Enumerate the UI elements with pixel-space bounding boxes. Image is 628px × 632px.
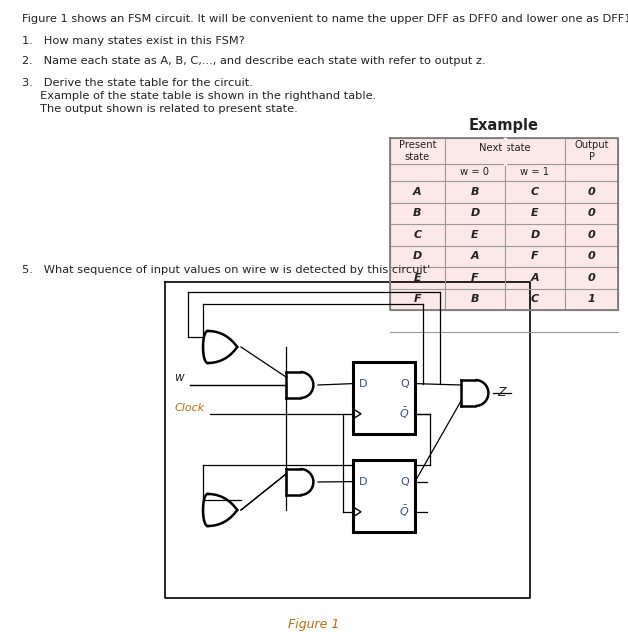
Text: C: C [413,230,421,240]
Bar [353,460,415,532]
Text: D: D [531,230,539,240]
Text: 0: 0 [588,252,595,261]
Text: C: C [531,186,539,197]
Text: D: D [359,477,367,487]
Text: w = 0: w = 0 [460,167,489,177]
Text: Example of the state table is shown in the righthand table.: Example of the state table is shown in t… [22,91,376,101]
Text: 5.   What sequence of input values on wire w is detected by this circuit': 5. What sequence of input values on wire… [22,265,430,275]
Text: 0: 0 [588,186,595,197]
Text: F: F [471,273,479,283]
Text: 1: 1 [588,295,595,304]
Text: D: D [413,252,422,261]
Text: F: F [531,252,539,261]
Text: 0: 0 [588,209,595,218]
Text: Q: Q [400,379,409,389]
Text: Q: Q [400,477,409,487]
Text: E: E [471,230,479,240]
Text: 0: 0 [588,230,595,240]
Text: Z: Z [497,387,506,399]
Text: B: B [471,295,479,304]
Text: B: B [413,209,422,218]
Text: $\bar{Q}$: $\bar{Q}$ [399,406,409,422]
Text: D: D [470,209,480,218]
Text: C: C [531,295,539,304]
Text: 1.   How many states exist in this FSM?: 1. How many states exist in this FSM? [22,36,245,46]
Text: A: A [413,186,422,197]
Text: B: B [471,186,479,197]
Text: 3.   Derive the state table for the circuit.: 3. Derive the state table for the circui… [22,78,253,88]
Text: E: E [414,273,421,283]
Bar [353,362,415,434]
Text: Clock: Clock [175,403,205,413]
Text: The output shown is related to present state.: The output shown is related to present s… [22,104,298,114]
Text: Present
state: Present state [399,140,436,162]
Bar [390,138,618,310]
Text: A: A [531,273,539,283]
Text: w: w [175,371,185,384]
Text: Example: Example [469,118,539,133]
Text: $\bar{Q}$: $\bar{Q}$ [399,504,409,520]
Text: A: A [471,252,479,261]
Text: F: F [414,295,421,304]
Text: 0: 0 [588,273,595,283]
Text: Output
P: Output P [574,140,609,162]
Text: 2.   Name each state as A, B, C,..., and describe each state with refer to outpu: 2. Name each state as A, B, C,..., and d… [22,56,485,66]
Text: E: E [531,209,539,218]
Text: Next state: Next state [479,143,531,153]
Text: D: D [359,379,367,389]
Text: Figure 1 shows an FSM circuit. It will be convenient to name the upper DFF as DF: Figure 1 shows an FSM circuit. It will b… [22,14,628,24]
Text: w = 1: w = 1 [521,167,550,177]
Text: Figure 1: Figure 1 [288,618,340,631]
